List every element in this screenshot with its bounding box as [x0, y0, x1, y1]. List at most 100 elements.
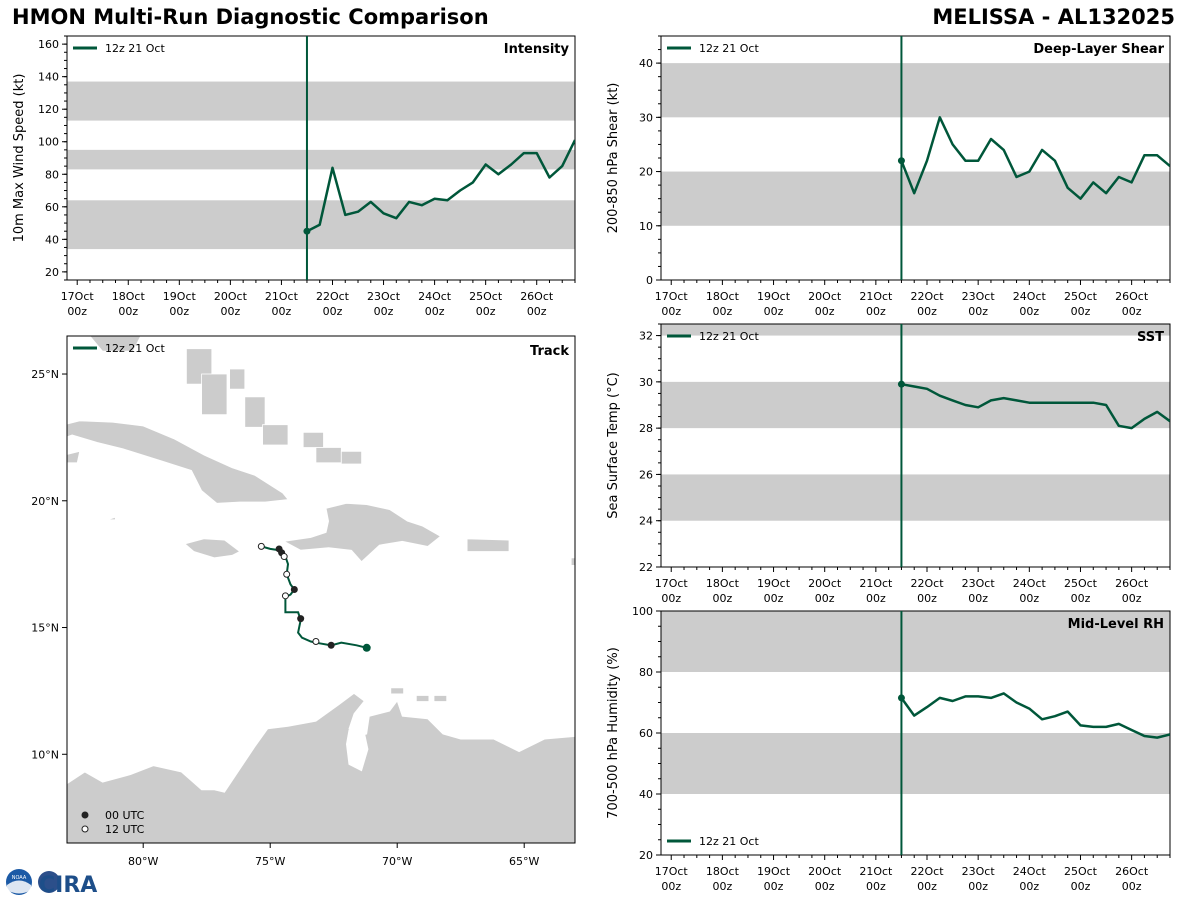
xtick-sublabel: 00z [968, 880, 988, 893]
lon-tick-label: 80°W [128, 855, 158, 868]
xtick-sublabel: 00z [1019, 305, 1039, 318]
xtick-label: 17Oct [655, 290, 689, 303]
xtick-sublabel: 00z [661, 592, 681, 605]
xtick-sublabel: 00z [917, 305, 937, 318]
xtick-label: 23Oct [962, 290, 996, 303]
xtick-sublabel: 00z [866, 305, 886, 318]
xtick-sublabel: 00z [712, 592, 732, 605]
xtick-sublabel: 00z [169, 305, 189, 318]
puerto-rico-shape [466, 538, 510, 552]
xtick-sublabel: 00z [425, 305, 445, 318]
track-marker-12utc [257, 542, 265, 550]
xtick-label: 20Oct [808, 577, 842, 590]
cira-logo-text: CIRA [39, 873, 97, 896]
ytick-label: 0 [646, 274, 653, 287]
xtick-label: 19Oct [757, 865, 791, 878]
ytick-label: 80 [639, 666, 653, 679]
ytick-label: 24 [639, 515, 653, 528]
ytick-label: 30 [639, 111, 653, 124]
series-start-point-intensity [303, 227, 311, 235]
xtick-sublabel: 00z [374, 305, 394, 318]
band-shear-1 [661, 63, 1170, 118]
band-intensity-2 [67, 81, 575, 121]
xtick-label: 24Oct [1013, 577, 1047, 590]
track-marker-00utc [297, 615, 305, 623]
xtick-sublabel: 00z [764, 305, 784, 318]
ytick-label: 26 [639, 468, 653, 481]
xtick-label: 21Oct [859, 865, 893, 878]
xtick-sublabel: 00z [661, 880, 681, 893]
track-marker-12utc [281, 592, 289, 600]
bahamas-island-3 [244, 396, 266, 428]
legend-label-sst: 12z 21 Oct [699, 330, 759, 343]
xtick-sublabel: 00z [917, 880, 937, 893]
lesser-antilles-island-3 [622, 631, 630, 639]
xtick-label: 23Oct [962, 577, 996, 590]
lon-tick-label: 75°W [255, 855, 285, 868]
xtick-sublabel: 00z [815, 305, 835, 318]
track-marker-12utc [280, 553, 288, 561]
isla-juventud-shape [67, 450, 81, 464]
lesser-antilles-island-7 [570, 557, 575, 566]
band-sst-2 [661, 324, 1170, 336]
ytick-label: 100 [38, 136, 59, 149]
abc-island-2 [433, 695, 448, 702]
track-marker-12utc [283, 570, 291, 578]
xtick-sublabel: 00z [1019, 880, 1039, 893]
xtick-label: 18Oct [706, 577, 740, 590]
series-line-shear [900, 116, 1170, 200]
xtick-label: 23Oct [962, 865, 996, 878]
xtick-label: 22Oct [910, 865, 944, 878]
xtick-label: 26Oct [1115, 290, 1149, 303]
xtick-sublabel: 00z [866, 880, 886, 893]
xtick-sublabel: 00z [220, 305, 240, 318]
bahamas-island-6 [315, 447, 342, 464]
xtick-label: 24Oct [1013, 290, 1047, 303]
lesser-antilles-island-2 [614, 614, 622, 622]
xtick-label: 24Oct [1013, 865, 1047, 878]
abc-island-0 [390, 687, 405, 695]
legend-label-rh: 12z 21 Oct [699, 835, 759, 848]
xtick-label: 17Oct [61, 290, 95, 303]
legend-label-shear: 12z 21 Oct [699, 42, 759, 55]
band-rh-0 [661, 733, 1170, 794]
band-sst-1 [661, 381, 1170, 429]
xtick-sublabel: 00z [968, 592, 988, 605]
ytick-label: 20 [45, 266, 59, 279]
xtick-sublabel: 00z [712, 880, 732, 893]
xtick-label: 26Oct [1115, 865, 1149, 878]
panel-title-intensity: Intensity [504, 42, 570, 57]
xtick-label: 17Oct [655, 577, 689, 590]
panel-track: 80°W 75°W 70°W 65°W 25°N 20°N 15°N 10°N Track 12z… [31, 335, 630, 868]
lesser-antilles-island-4 [622, 652, 630, 660]
xtick-label: 19Oct [757, 290, 791, 303]
xtick-sublabel: 00z [815, 880, 835, 893]
xtick-label: 20Oct [808, 290, 842, 303]
xtick-label: 25Oct [469, 290, 503, 303]
legend-label-12utc: 12 UTC [105, 823, 145, 836]
ytick-label: 28 [639, 422, 653, 435]
ytick-label: 32 [639, 330, 653, 343]
cayman-shape [107, 516, 116, 521]
xtick-sublabel: 00z [1071, 305, 1091, 318]
ytick-label: 40 [45, 233, 59, 246]
lat-tick-label: 15°N [31, 622, 59, 635]
ytick-label: 30 [639, 376, 653, 389]
hispaniola-shape [282, 502, 442, 563]
xtick-sublabel: 00z [764, 880, 784, 893]
ytick-label: 100 [632, 605, 653, 618]
panel-title-rh: Mid-Level RH [1068, 617, 1164, 632]
storm-title: MELISSA - AL132025 [932, 5, 1175, 29]
xtick-sublabel: 00z [1019, 592, 1039, 605]
xtick-label: 22Oct [910, 577, 944, 590]
xtick-sublabel: 00z [527, 305, 547, 318]
bahamas-island-1 [201, 373, 228, 416]
band-intensity-0 [67, 200, 575, 250]
track-marker-00utc [327, 641, 335, 649]
lat-tick-label: 20°N [31, 495, 59, 508]
cuba-shape [67, 420, 289, 504]
ylabel-sst: Sea Surface Temp (°C) [606, 372, 621, 519]
band-rh-1 [661, 611, 1170, 672]
panel-title-track: Track [530, 344, 569, 359]
xtick-label: 23Oct [367, 290, 401, 303]
